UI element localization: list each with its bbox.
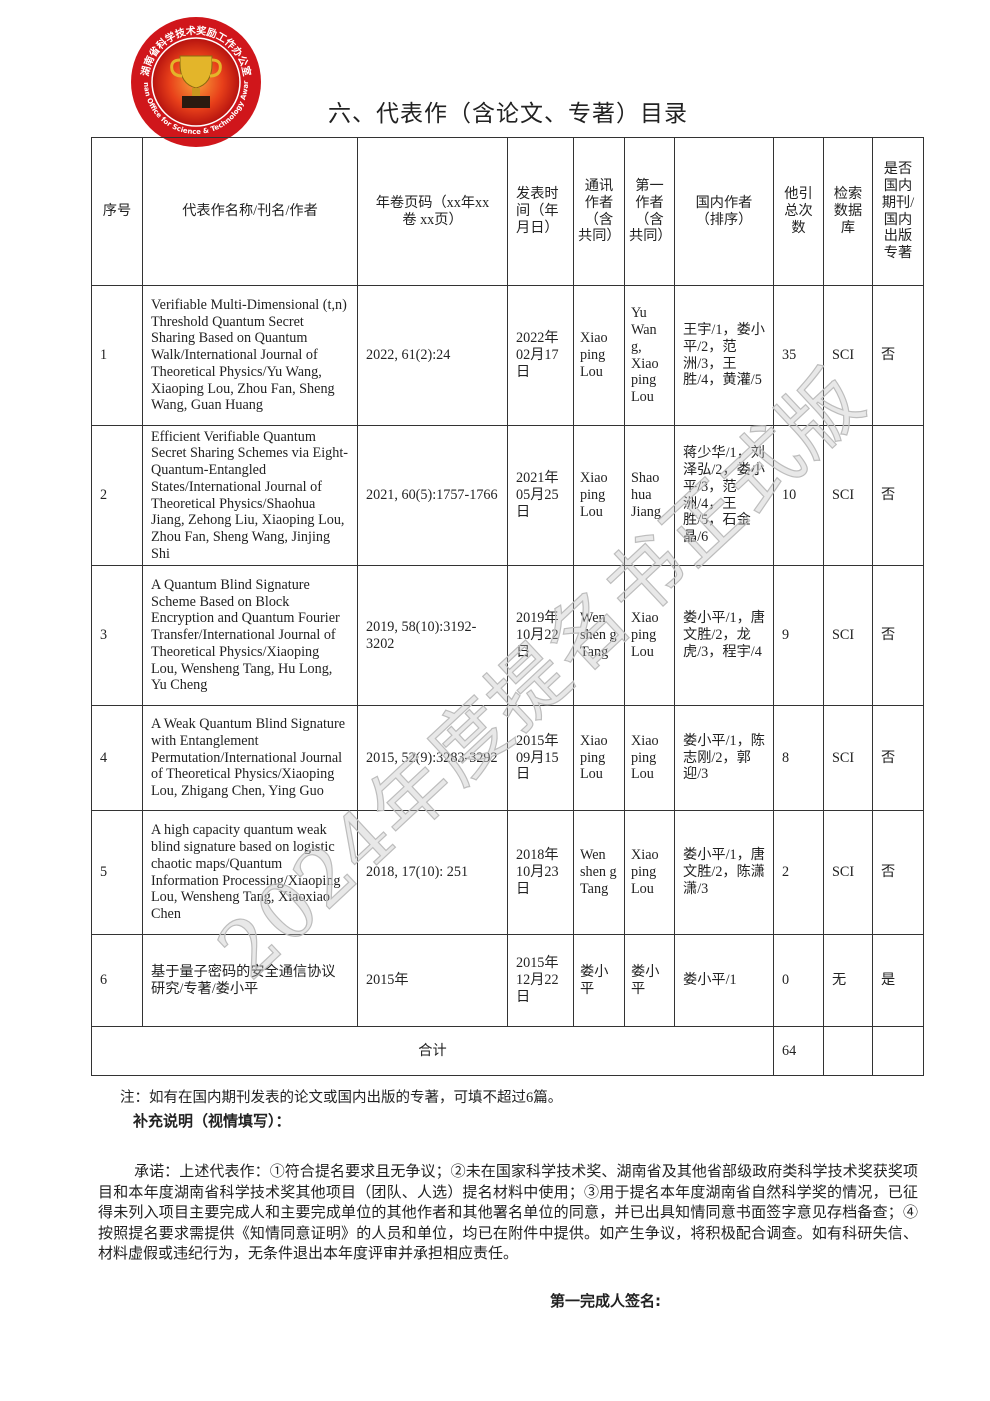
publish-date: 2021年05月25日 bbox=[507, 425, 574, 566]
citation-count: 8 bbox=[773, 705, 824, 811]
header-cell: 序号 bbox=[91, 137, 143, 286]
domestic-authors: 蒋少华/1，刘泽弘/2，娄小平/3，范洲/4，王胜/5，石金晶/6 bbox=[674, 425, 774, 566]
publish-date: 2022年02月17日 bbox=[507, 285, 574, 426]
citation-count: 10 bbox=[773, 425, 824, 566]
domestic-authors: 娄小平/1，陈志刚/2，郭迎/3 bbox=[674, 705, 774, 811]
work-title: Efficient Verifiable Quantum Secret Shar… bbox=[142, 425, 358, 566]
signature-label: 第一完成人签名: bbox=[550, 1292, 661, 1310]
corresponding-author: Xiao ping Lou bbox=[573, 285, 625, 426]
corresponding-author: 娄小平 bbox=[573, 934, 625, 1027]
domestic-authors: 王宇/1，娄小平/2，范洲/3，王胜/4，黄灌/5 bbox=[674, 285, 774, 426]
domestic-publication: 否 bbox=[872, 425, 924, 566]
empty-cell bbox=[823, 1026, 873, 1076]
corresponding-author: Xiao ping Lou bbox=[573, 425, 625, 566]
index-database: SCI bbox=[823, 810, 873, 935]
index-database: SCI bbox=[823, 285, 873, 426]
row-number: 4 bbox=[91, 705, 143, 811]
work-title: A high capacity quantum weak blind signa… bbox=[142, 810, 358, 935]
note-text: 注：如有在国内期刊发表的论文或国内出版的专著，可填不超过6篇。 bbox=[120, 1090, 563, 1106]
header-cell: 国内作者（排序） bbox=[674, 137, 774, 286]
total-citations: 64 bbox=[773, 1026, 824, 1076]
header-cell: 第一作者（含共同） bbox=[624, 137, 675, 286]
domestic-authors: 娄小平/1，唐文胜/2，龙虎/3，程宇/4 bbox=[674, 565, 774, 706]
supplement-label: 补充说明（视情填写）： bbox=[133, 1112, 291, 1130]
row-number: 3 bbox=[91, 565, 143, 706]
volume-pages: 2019, 58(10):3192-3202 bbox=[357, 565, 508, 706]
first-author: 娄小平 bbox=[624, 934, 675, 1027]
corresponding-author: Wen shen g Tang bbox=[573, 565, 625, 706]
corresponding-author: Wen shen g Tang bbox=[573, 810, 625, 935]
volume-pages: 2015, 52(9):3283-3292 bbox=[357, 705, 508, 811]
publish-date: 2015年09月15日 bbox=[507, 705, 574, 811]
row-number: 2 bbox=[91, 425, 143, 566]
corresponding-author: Xiao ping Lou bbox=[573, 705, 625, 811]
works-table: 序号 代表作名称/刊名/作者 年卷页码（xx年xx卷 xx页） 发表时间（年月日… bbox=[91, 137, 924, 1076]
table-row: 6 基于量子密码的安全通信协议研究/专著/娄小平 2015年 2015年12月22日娄… bbox=[91, 934, 924, 1027]
work-title: A Quantum Blind Signature Scheme Based o… bbox=[142, 565, 358, 706]
publish-date: 2015年12月22日 bbox=[507, 934, 574, 1027]
empty-cell bbox=[872, 1026, 924, 1076]
domestic-publication: 是 bbox=[872, 934, 924, 1027]
page-title: 六、代表作（含论文、专著）目录 bbox=[328, 101, 688, 126]
total-label: 合计 bbox=[91, 1026, 774, 1076]
domestic-publication: 否 bbox=[872, 705, 924, 811]
header-cell: 年卷页码（xx年xx卷 xx页） bbox=[357, 137, 508, 286]
citation-count: 0 bbox=[773, 934, 824, 1027]
volume-pages: 2021, 60(5):1757-1766 bbox=[357, 425, 508, 566]
header-cell: 他引总次数 bbox=[773, 137, 824, 286]
table-row: 2 Efficient Verifiable Quantum Secret Sha… bbox=[91, 425, 924, 566]
citation-count: 35 bbox=[773, 285, 824, 426]
first-author: Shao hua Jiang bbox=[624, 425, 675, 566]
publish-date: 2019年10月22日 bbox=[507, 565, 574, 706]
publish-date: 2018年10月23日 bbox=[507, 810, 574, 935]
total-row: 合计 64 bbox=[91, 1026, 924, 1076]
volume-pages: 2018, 17(10): 251 bbox=[357, 810, 508, 935]
header-cell: 代表作名称/刊名/作者 bbox=[142, 137, 358, 286]
row-number: 6 bbox=[91, 934, 143, 1027]
domestic-publication: 否 bbox=[872, 285, 924, 426]
header-row: 序号 代表作名称/刊名/作者 年卷页码（xx年xx卷 xx页） 发表时间（年月日… bbox=[91, 137, 924, 286]
domestic-authors: 娄小平/1 bbox=[674, 934, 774, 1027]
index-database: SCI bbox=[823, 565, 873, 706]
promise-text: 承诺：上述代表作：①符合提名要求且无争议；②未在国家科学技术奖、湖南省及其他省部… bbox=[98, 1164, 918, 1262]
header-cell: 是否国内期刊/国内出版专著 bbox=[872, 137, 924, 286]
work-title: A Weak Quantum Blind Signature with Enta… bbox=[142, 705, 358, 811]
row-number: 5 bbox=[91, 810, 143, 935]
table-row: 1 Verifiable Multi-Dimensional (t,n) Thre… bbox=[91, 285, 924, 426]
row-number: 1 bbox=[91, 285, 143, 426]
domestic-authors: 娄小平/1，唐文胜/2，陈潇潇/3 bbox=[674, 810, 774, 935]
volume-pages: 2015年 bbox=[357, 934, 508, 1027]
work-title: Verifiable Multi-Dimensional (t,n) Thres… bbox=[142, 285, 358, 426]
first-author: Xiao ping Lou bbox=[624, 810, 675, 935]
domestic-publication: 否 bbox=[872, 565, 924, 706]
index-database: 无 bbox=[823, 934, 873, 1027]
domestic-publication: 否 bbox=[872, 810, 924, 935]
first-author: Xiao ping Lou bbox=[624, 705, 675, 811]
first-author: Xiao ping Lou bbox=[624, 565, 675, 706]
header-cell: 发表时间（年月日） bbox=[507, 137, 574, 286]
work-title: 基于量子密码的安全通信协议研究/专著/娄小平 bbox=[142, 934, 358, 1027]
trophy-icon bbox=[170, 55, 222, 108]
volume-pages: 2022, 61(2):24 bbox=[357, 285, 508, 426]
citation-count: 2 bbox=[773, 810, 824, 935]
index-database: SCI bbox=[823, 425, 873, 566]
first-author: Yu Wan g, Xiao ping Lou bbox=[624, 285, 675, 426]
index-database: SCI bbox=[823, 705, 873, 811]
header-cell: 检索数据库 bbox=[823, 137, 873, 286]
header-cell: 通讯作者（含共同） bbox=[573, 137, 625, 286]
citation-count: 9 bbox=[773, 565, 824, 706]
office-logo: 湖南省科学技术奖励工作办公室 Hunan Office for Science … bbox=[130, 16, 261, 147]
